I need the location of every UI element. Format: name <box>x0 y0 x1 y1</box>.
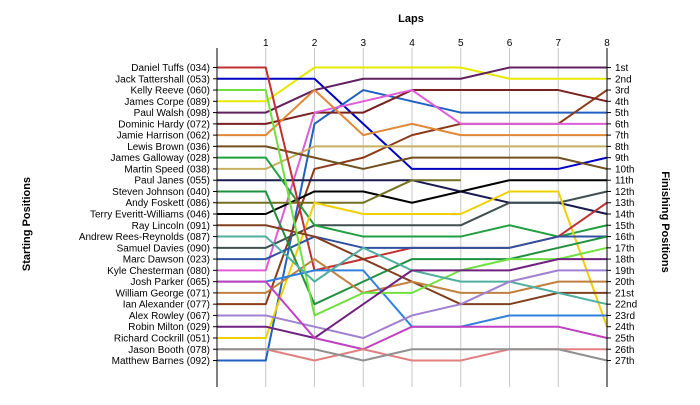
starting-position-label: Kelly Reeve (060) <box>131 86 210 97</box>
starting-position-label: Robin Milton (029) <box>128 322 210 333</box>
series-line-12 <box>217 179 607 216</box>
starting-position-label: Jamie Harrison (062) <box>117 131 210 142</box>
series-line-13 <box>217 179 461 204</box>
finishing-position-label: 25th <box>615 333 634 344</box>
series-line-27 <box>217 280 608 351</box>
finishing-position-label: 3rd <box>615 86 629 97</box>
finishing-position-label: 21st <box>615 288 634 299</box>
finishing-position-label: 10th <box>615 164 634 175</box>
finishing-position-label: 4th <box>615 97 629 108</box>
lap-tick-label: 5 <box>458 38 464 49</box>
axes <box>213 48 611 387</box>
finishing-position-label: 11th <box>615 176 634 187</box>
starting-position-label: Paul Walsh (098) <box>134 108 210 119</box>
starting-position-label: Daniel Tuffs (034) <box>131 63 210 74</box>
finishing-position-label: 24th <box>615 322 634 333</box>
finishing-position-label: 17th <box>615 243 634 254</box>
starting-position-label: Ray Lincoln (091) <box>132 221 210 232</box>
starting-position-label: James Galloway (028) <box>111 153 210 164</box>
series-group <box>217 66 608 362</box>
finishing-position-label: 26th <box>615 345 634 356</box>
lap-tick-label: 2 <box>312 38 318 49</box>
starting-position-label: Dominic Hardy (072) <box>118 119 210 130</box>
lap-tick-label: 6 <box>507 38 513 49</box>
series-line-8 <box>217 89 607 137</box>
finishing-position-label: 22nd <box>615 300 637 311</box>
starting-position-label: Matthew Barnes (092) <box>112 356 210 367</box>
starting-position-label: Ian Alexander (077) <box>123 300 210 311</box>
starting-position-label: Terry Everitt-Williams (046) <box>90 210 210 221</box>
starting-position-label: Josh Parker (065) <box>131 277 210 288</box>
starting-position-label: Jack Tattershall (053) <box>115 74 210 85</box>
lap-tick-label: 7 <box>555 38 561 49</box>
starting-position-label: Lewis Brown (036) <box>127 142 210 153</box>
starting-position-label: Steven Johnson (040) <box>112 187 210 198</box>
lap-tick-label: 8 <box>604 38 610 49</box>
finishing-position-label: 14th <box>615 210 634 221</box>
starting-position-label: Alex Rowley (067) <box>129 311 210 322</box>
series-line-2 <box>217 77 608 170</box>
starting-position-label: William George (071) <box>116 288 210 299</box>
starting-position-label: Kyle Chesterman (080) <box>107 266 210 277</box>
finishing-position-label: 18th <box>615 255 634 266</box>
finishing-position-label: 2nd <box>615 74 632 85</box>
finishing-position-label: 27th <box>615 356 634 367</box>
starting-position-label: Richard Cockrill (051) <box>114 333 210 344</box>
left-axis-title: Starting Positions <box>21 177 33 271</box>
finishing-position-label: 5th <box>615 108 629 119</box>
finishing-position-label: 7th <box>615 131 629 142</box>
series-line-25 <box>217 269 607 339</box>
series-line-23 <box>217 89 608 317</box>
finishing-position-label: 12th <box>615 187 634 198</box>
lap-tick-label: 3 <box>360 38 366 49</box>
finishing-position-label: 1st <box>615 63 629 74</box>
chart-title: Laps <box>398 13 424 25</box>
series-line-15 <box>217 156 608 238</box>
series-line-29 <box>217 348 608 362</box>
series-line-7 <box>217 89 607 272</box>
grid <box>265 48 608 387</box>
starting-position-label: Jason Booth (078) <box>128 345 210 356</box>
series-line-5 <box>217 66 607 114</box>
finishing-position-label: 16th <box>615 232 634 243</box>
series-line-16 <box>217 190 608 339</box>
labels: 1 2 3 4 5 6 7 8 Daniel Tuffs (034)Jack Tattersha… <box>79 38 637 367</box>
finishing-position-label: 23rd <box>615 311 635 322</box>
finishing-position-label: 15th <box>615 221 634 232</box>
series-line-14 <box>217 190 608 249</box>
lap-tick-label: 4 <box>409 38 415 49</box>
right-axis-title: Finishing Positions <box>659 171 671 272</box>
series-line-10 <box>217 145 608 170</box>
finishing-position-label: 8th <box>615 142 629 153</box>
finishing-position-label: 13th <box>615 198 634 209</box>
series-line-26 <box>217 258 607 339</box>
starting-position-label: Samuel Davies (090) <box>117 243 210 254</box>
series-line-1 <box>217 66 607 103</box>
lap-tick-label: 1 <box>263 38 269 49</box>
finishing-position-label: 9th <box>615 153 629 164</box>
finishing-position-label: 6th <box>615 119 629 130</box>
starting-position-label: Andrew Rees-Reynolds (087) <box>79 232 210 243</box>
series-line-21 <box>217 258 607 294</box>
finishing-position-label: 19th <box>615 266 634 277</box>
starting-position-label: James Corpe (089) <box>124 97 210 108</box>
starting-position-label: Marc Dawson (023) <box>123 255 210 266</box>
starting-position-label: Martin Speed (038) <box>124 164 210 175</box>
finishing-position-label: 20th <box>615 277 634 288</box>
starting-position-label: Andy Foskett (086) <box>126 198 210 209</box>
starting-position-label: Paul Janes (055) <box>134 176 210 187</box>
